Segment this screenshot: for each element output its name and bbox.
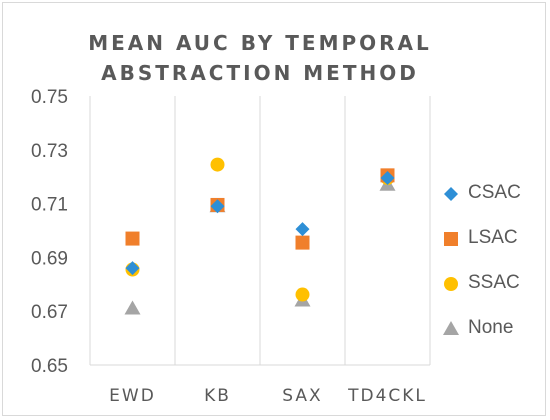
x-category-label: EWD <box>109 386 156 406</box>
data-point-csac <box>210 199 225 214</box>
data-point-csac <box>125 261 140 276</box>
data-point-ssac <box>210 157 225 172</box>
data-point-csac <box>295 222 310 237</box>
chart-frame <box>2 2 546 416</box>
chart-title-line-2: ABSTRACTION METHOD <box>101 61 419 85</box>
legend-marker-triangle <box>443 320 459 335</box>
data-point-lsac <box>125 231 140 246</box>
data-point-ssac <box>295 287 310 302</box>
legend-item-ssac: SSAC <box>440 260 521 305</box>
legend-symbol <box>443 320 459 335</box>
data-point-none <box>124 300 141 315</box>
legend-marker-diamond <box>444 186 458 201</box>
data-point-lsac <box>295 235 310 250</box>
x-category-label: SAX <box>282 386 322 406</box>
legend-symbol <box>444 231 458 246</box>
legend-item-csac: CSAC <box>440 170 521 215</box>
y-tick-label: 0.69 <box>31 248 68 269</box>
legend-label: CSAC <box>468 181 521 203</box>
y-tick-label: 0.73 <box>31 141 68 162</box>
legend-label: SSAC <box>468 271 520 293</box>
chart-legend: CSAC LSAC SSAC None <box>440 170 521 350</box>
legend-item-lsac: LSAC <box>440 215 521 260</box>
chart-title-line-1: MEAN AUC BY TEMPORAL <box>88 31 432 55</box>
legend-marker-square <box>444 231 458 246</box>
legend-marker-circle <box>444 276 458 291</box>
data-point-csac <box>380 171 395 186</box>
y-tick-label: 0.65 <box>31 356 68 377</box>
chart-title: MEAN AUC BY TEMPORAL ABSTRACTION METHOD <box>60 28 460 88</box>
legend-symbol <box>444 186 458 201</box>
x-category-label: TD4CKL <box>347 386 427 406</box>
y-tick-label: 0.75 <box>31 87 68 108</box>
y-tick-label: 0.71 <box>31 195 68 216</box>
legend-label: None <box>468 316 514 338</box>
legend-label: LSAC <box>468 226 518 248</box>
legend-item-none: None <box>440 305 521 350</box>
legend-symbol <box>444 276 458 291</box>
y-tick-label: 0.67 <box>31 302 68 323</box>
x-category-label: KB <box>204 386 231 406</box>
